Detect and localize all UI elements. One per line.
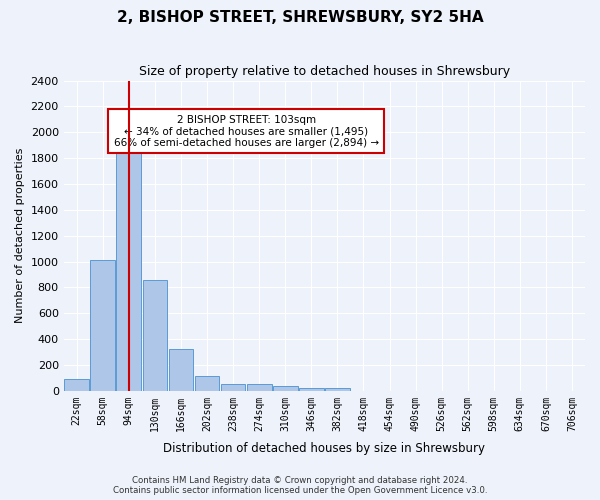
Bar	[325, 388, 350, 391]
Y-axis label: Number of detached properties: Number of detached properties	[15, 148, 25, 324]
Text: 2 BISHOP STREET: 103sqm
← 34% of detached houses are smaller (1,495)
66% of semi: 2 BISHOP STREET: 103sqm ← 34% of detache…	[113, 114, 379, 148]
Bar	[91, 260, 115, 391]
Bar	[143, 280, 167, 391]
Bar	[299, 388, 323, 391]
Bar	[247, 384, 272, 391]
Bar	[273, 386, 298, 391]
X-axis label: Distribution of detached houses by size in Shrewsbury: Distribution of detached houses by size …	[163, 442, 485, 455]
Bar	[64, 379, 89, 391]
Text: Contains HM Land Registry data © Crown copyright and database right 2024.
Contai: Contains HM Land Registry data © Crown c…	[113, 476, 487, 495]
Text: 2, BISHOP STREET, SHREWSBURY, SY2 5HA: 2, BISHOP STREET, SHREWSBURY, SY2 5HA	[116, 10, 484, 25]
Title: Size of property relative to detached houses in Shrewsbury: Size of property relative to detached ho…	[139, 65, 510, 78]
Bar	[221, 384, 245, 391]
Bar	[169, 350, 193, 391]
Bar	[116, 145, 141, 391]
Bar	[194, 376, 220, 391]
